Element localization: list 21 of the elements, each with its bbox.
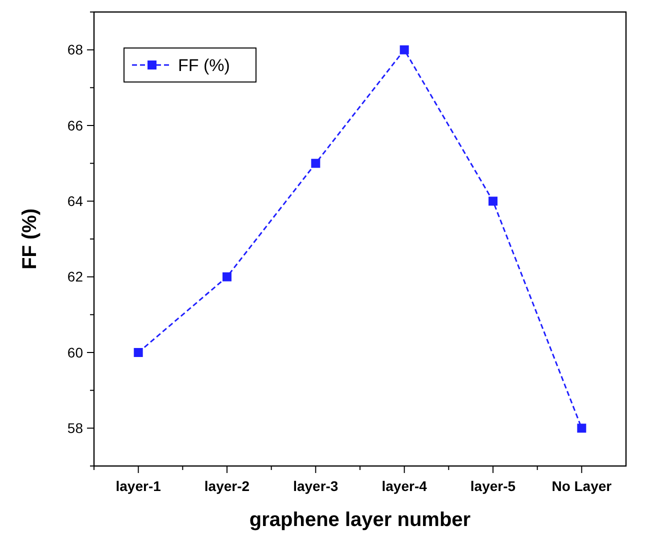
y-tick-label: 68 [67, 42, 84, 58]
y-tick-label: 58 [67, 420, 84, 436]
point [134, 348, 143, 357]
y-axis-title: FF (%) [19, 208, 41, 270]
point [311, 158, 320, 168]
x-tick-label: layer-4 [382, 478, 428, 494]
point [222, 272, 232, 282]
y-tick-label: 66 [67, 117, 84, 134]
x-tick-label: layer-3 [293, 478, 338, 494]
point [577, 424, 586, 433]
x-tick-label: layer-2 [204, 478, 250, 494]
y-tick-label: 64 [67, 193, 84, 210]
x-tick-label: No Layer [552, 478, 612, 494]
y-tick-label: 60 [67, 344, 84, 360]
x-tick-label: layer-1 [116, 478, 162, 494]
x-tick-label: layer-5 [470, 478, 516, 494]
x-axis-title: graphene layer number [249, 509, 471, 531]
legend-label: FF (%) [178, 56, 230, 75]
y-tick-label: 62 [67, 268, 84, 285]
point [488, 196, 498, 206]
point [400, 45, 409, 54]
